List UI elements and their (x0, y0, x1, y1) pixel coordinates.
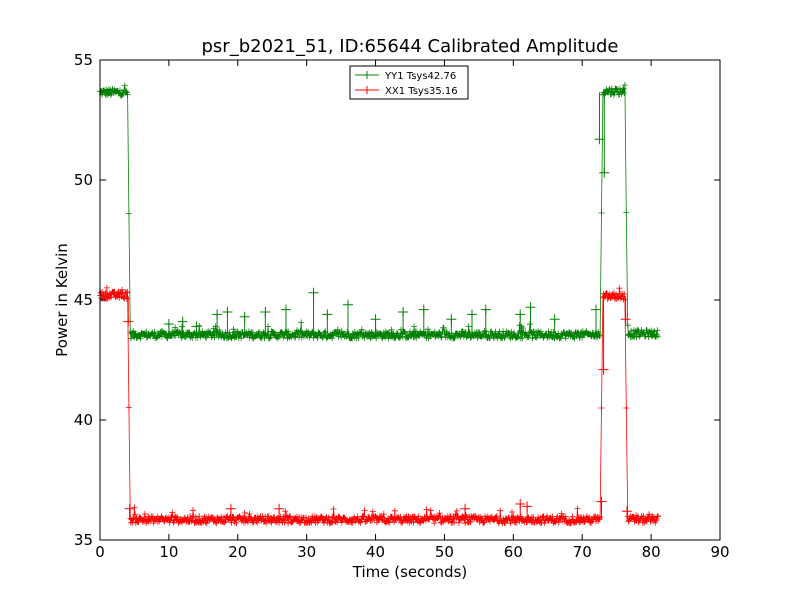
spike-marker (515, 309, 526, 320)
spike-marker (308, 287, 319, 298)
spike-marker (322, 309, 333, 320)
y-tick-label: 40 (74, 411, 93, 429)
spike-marker (222, 307, 233, 317)
y-axis-label: Power in Kelvin (53, 243, 71, 357)
x-tick-label: 60 (504, 543, 523, 561)
spike-marker (163, 319, 174, 329)
legend: YY1 Tsys42.76 XX1 Tsys35.16 (349, 65, 469, 100)
y-tick-label: 35 (74, 531, 93, 549)
x-tick-label: 40 (366, 543, 385, 561)
legend-box (349, 65, 469, 100)
legend-label-xx1: XX1 Tsys35.16 (385, 86, 458, 97)
spike-marker (212, 309, 223, 320)
spike-marker (123, 316, 134, 327)
spike-marker (225, 503, 236, 514)
legend-entry-xx1: XX1 Tsys35.16 (355, 86, 458, 97)
spike-marker (525, 302, 536, 313)
x-tick-label: 50 (435, 543, 454, 561)
spike-marker (343, 299, 353, 310)
y-tick-label: 55 (74, 51, 93, 69)
x-tick-label: 80 (642, 543, 661, 561)
y-tick-label: 50 (74, 171, 93, 189)
x-tick-label: 0 (95, 543, 105, 561)
x-axis-label: Time (seconds) (352, 563, 468, 581)
y-tick-label: 45 (74, 291, 93, 309)
spike-marker (594, 134, 605, 145)
spike-marker (239, 311, 250, 322)
spike-marker (467, 309, 477, 320)
spike-marker (480, 304, 491, 315)
x-tick-label: 90 (710, 543, 729, 561)
chart-title: psr_b2021_51, ID:65644 Calibrated Amplit… (202, 36, 619, 57)
spike-marker (515, 499, 526, 509)
axis-ticks: 0 10 20 30 40 50 60 70 80 90 35 40 45 50 55 (74, 51, 730, 561)
legend-marker-yy1 (363, 71, 371, 79)
spike-marker (124, 503, 135, 514)
spike-marker (598, 364, 609, 375)
spike-marker (460, 503, 471, 514)
x-tick-label: 30 (297, 543, 316, 561)
legend-entry-yy1: YY1 Tsys42.76 (355, 71, 456, 82)
spike-marker (549, 314, 560, 325)
spike-marker (620, 314, 631, 325)
spike-marker (274, 503, 285, 514)
series-0 (97, 82, 661, 342)
spike-marker (591, 304, 601, 315)
spike-marker (599, 167, 610, 178)
spike-marker (370, 314, 381, 325)
spike-marker (398, 307, 409, 317)
legend-label-yy1: YY1 Tsys42.76 (384, 71, 456, 82)
spike-marker (260, 307, 271, 317)
x-tick-label: 10 (159, 543, 178, 561)
legend-marker-xx1 (363, 86, 371, 94)
spike-marker (191, 321, 202, 332)
spike-marker (177, 316, 188, 327)
x-tick-label: 20 (228, 543, 247, 561)
spike-marker (446, 314, 457, 325)
spike-marker (281, 304, 291, 315)
x-tick-label: 70 (573, 543, 592, 561)
spike-marker (418, 304, 429, 315)
spike-marker (596, 496, 607, 507)
series-layer (97, 82, 661, 527)
plot-area-frame (99, 59, 721, 541)
spike-marker (522, 501, 533, 512)
spike-marker (622, 506, 632, 517)
